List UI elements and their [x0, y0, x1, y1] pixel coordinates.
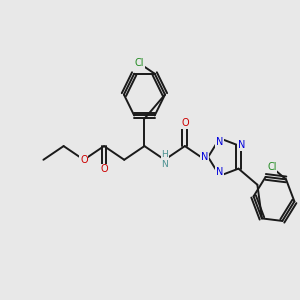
Text: H
N: H N — [161, 150, 168, 170]
Text: N: N — [216, 167, 224, 177]
Text: N: N — [216, 137, 224, 147]
Text: O: O — [80, 155, 88, 165]
Text: Cl: Cl — [135, 58, 144, 68]
Text: N: N — [238, 140, 245, 151]
Text: O: O — [181, 118, 189, 128]
Text: Cl: Cl — [267, 162, 277, 172]
Text: N: N — [201, 152, 208, 162]
Text: O: O — [100, 164, 108, 174]
